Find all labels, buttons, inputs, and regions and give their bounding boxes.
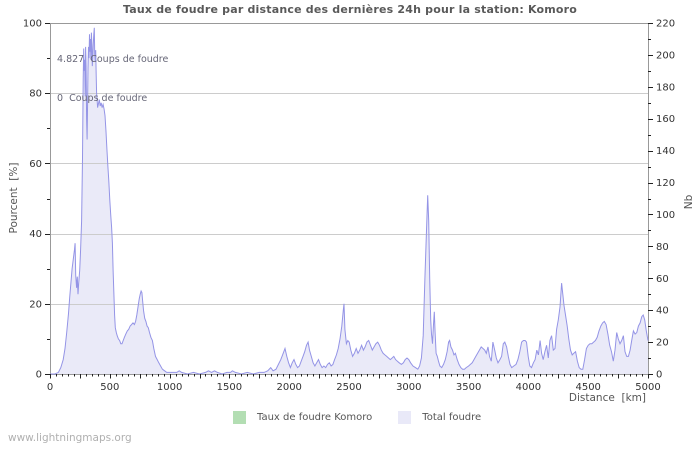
- legend-swatch-total: [398, 411, 412, 424]
- svg-text:2500: 2500: [336, 382, 361, 393]
- strike-count-annotation: 4.827 Coups de foudre 0 Coups de foudre: [57, 27, 168, 118]
- svg-text:200: 200: [656, 50, 675, 61]
- svg-text:0: 0: [656, 370, 662, 381]
- svg-text:100: 100: [656, 210, 675, 221]
- legend-label-taux: Taux de foudre Komoro: [257, 412, 373, 423]
- svg-text:40: 40: [29, 229, 42, 240]
- total-strikes-text: 4.827 Coups de foudre: [57, 54, 169, 65]
- svg-text:160: 160: [656, 114, 675, 125]
- svg-text:20: 20: [29, 299, 42, 310]
- svg-text:4500: 4500: [575, 382, 600, 393]
- svg-text:500: 500: [100, 382, 119, 393]
- station-strikes-text: 0 Coups de foudre: [57, 93, 148, 104]
- svg-text:2000: 2000: [276, 382, 301, 393]
- chart-title: Taux de foudre par distance des dernière…: [122, 3, 578, 16]
- svg-text:40: 40: [656, 306, 669, 317]
- y-axis-right-title: Nb: [683, 194, 695, 210]
- svg-text:1000: 1000: [157, 382, 182, 393]
- svg-text:100: 100: [23, 19, 42, 30]
- svg-text:60: 60: [656, 274, 669, 285]
- svg-text:1500: 1500: [217, 382, 242, 393]
- svg-text:80: 80: [656, 242, 669, 253]
- svg-text:220: 220: [656, 19, 675, 30]
- chart-legend: Taux de foudre Komoro Total foudre: [233, 411, 481, 424]
- svg-text:80: 80: [29, 89, 42, 100]
- svg-text:180: 180: [656, 82, 675, 93]
- svg-text:4000: 4000: [516, 382, 541, 393]
- svg-text:120: 120: [656, 178, 675, 189]
- svg-text:3500: 3500: [456, 382, 481, 393]
- svg-text:0: 0: [47, 382, 53, 393]
- svg-text:60: 60: [29, 159, 42, 170]
- watermark-link[interactable]: www.lightningmaps.org: [8, 432, 132, 444]
- svg-text:0: 0: [36, 370, 42, 381]
- legend-swatch-taux: [233, 411, 246, 424]
- svg-text:140: 140: [656, 146, 675, 157]
- svg-text:20: 20: [656, 338, 669, 349]
- svg-text:5000: 5000: [635, 382, 660, 393]
- x-axis-title: Distance [km]: [568, 392, 646, 404]
- y-axis-left-title: Pourcent [%]: [8, 162, 20, 234]
- legend-label-total: Total foudre: [422, 412, 482, 423]
- svg-text:3000: 3000: [396, 382, 421, 393]
